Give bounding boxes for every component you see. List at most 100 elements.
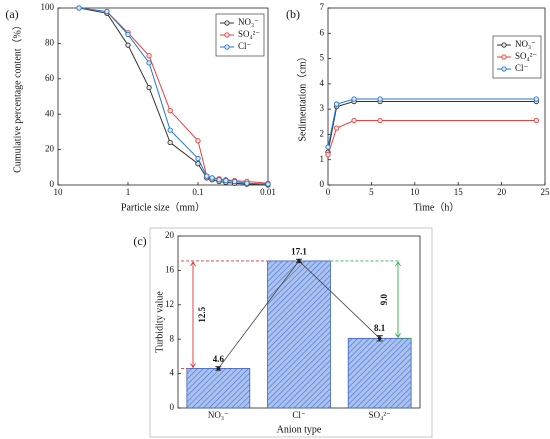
y-axis-label: Cumulative percentage content（%）	[11, 20, 23, 173]
x-tick-label: SO₄²⁻	[369, 410, 391, 420]
legend-label: SO₄²⁻	[238, 29, 260, 39]
x-tick-label: 15	[454, 187, 464, 197]
marker	[334, 101, 340, 107]
marker	[231, 178, 238, 185]
y-tick-label: 12	[165, 299, 174, 309]
x-tick-label: 20	[497, 187, 507, 197]
marker	[146, 53, 152, 59]
line	[327, 101, 537, 153]
marker	[223, 177, 229, 184]
legend-marker	[501, 54, 507, 60]
x-tick-label: 0.1	[192, 187, 203, 197]
marker	[195, 138, 201, 144]
bar	[347, 337, 412, 409]
legend-marker	[224, 32, 230, 38]
line	[327, 98, 537, 148]
y-tick-label: 3	[320, 103, 325, 113]
x-tick-label: 10	[54, 187, 64, 197]
y-tick-label: 100	[41, 2, 55, 12]
marker	[195, 155, 201, 162]
marker	[244, 180, 250, 186]
y-axis-label: Sedimentation（cm）	[296, 52, 308, 142]
legend-marker	[501, 66, 507, 72]
panel-label: (b)	[286, 7, 300, 21]
value-label: 8.1	[374, 323, 386, 333]
x-tick-label: 1	[126, 187, 131, 197]
x-tick-label: NO₃⁻	[208, 410, 229, 420]
marker	[209, 175, 215, 181]
legend-label: Cl⁻	[515, 63, 529, 73]
x-axis-label: Particle size（mm）	[121, 201, 205, 213]
marker	[377, 117, 383, 124]
point	[297, 259, 301, 263]
y-tick-label: 8	[170, 333, 175, 343]
legend-marker	[224, 44, 230, 50]
legend-label: Cl⁻	[238, 41, 252, 51]
y-tick-label: 40	[45, 108, 55, 118]
marker	[265, 181, 271, 187]
legend-marker	[501, 42, 507, 48]
marker	[104, 8, 110, 15]
point	[216, 366, 221, 371]
panel-label: (a)	[5, 7, 18, 21]
legend-label: SO₄²⁻	[515, 51, 537, 61]
x-tick-label: 0.01	[260, 187, 276, 197]
annotation: 12.5	[197, 306, 207, 322]
marker	[167, 108, 173, 114]
plot-frame	[57, 7, 269, 186]
marker	[125, 42, 131, 48]
x-axis-label: Anion type	[277, 424, 322, 435]
legend-marker	[224, 20, 230, 26]
legend-label: NO₃⁻	[515, 39, 536, 49]
marker	[167, 127, 173, 133]
y-tick-label: 4	[170, 368, 175, 378]
y-tick-label: 6	[320, 27, 325, 37]
y-tick-label: 5	[320, 53, 325, 63]
y-tick-label: 4	[320, 78, 325, 88]
marker	[351, 96, 357, 102]
x-tick-label: 25	[541, 187, 550, 197]
difference-arrow	[395, 261, 401, 339]
y-tick-label: 16	[165, 264, 175, 274]
y-tick-label: 60	[45, 73, 55, 83]
legend-label: NO₃⁻	[238, 17, 259, 27]
x-tick-label: 0	[326, 187, 331, 197]
x-tick-label: 5	[369, 187, 374, 197]
marker	[351, 117, 357, 124]
x-tick-label: 10	[410, 187, 420, 197]
marker	[533, 117, 539, 124]
marker	[76, 5, 82, 11]
panel-frame	[149, 227, 433, 438]
marker	[377, 96, 383, 102]
x-axis-label: Time（h）	[414, 201, 460, 213]
y-tick-label: 2	[320, 128, 325, 138]
y-tick-label: 20	[45, 144, 55, 154]
x-tick-label: Cl⁻	[292, 410, 306, 420]
point	[377, 336, 382, 341]
y-axis-label: Turbidity value	[154, 291, 165, 353]
y-tick-label: 0	[170, 402, 175, 412]
marker	[325, 152, 331, 158]
y-tick-label: 1	[320, 154, 325, 164]
marker	[146, 60, 152, 66]
annotation: 9.0	[379, 294, 389, 306]
line	[327, 120, 537, 155]
y-tick-label: 0	[50, 179, 55, 189]
y-tick-label: 0	[320, 179, 325, 189]
marker	[204, 173, 210, 179]
y-tick-label: 7	[320, 2, 325, 12]
marker	[167, 139, 173, 146]
panel-label: (c)	[133, 234, 146, 248]
value-label: 4.6	[213, 354, 225, 364]
y-tick-label: 80	[45, 37, 55, 47]
marker	[325, 144, 331, 150]
bar	[186, 368, 251, 409]
y-tick-label: 20	[165, 230, 175, 240]
marker	[334, 125, 340, 131]
bar	[267, 260, 331, 409]
marker	[216, 177, 222, 183]
marker	[146, 85, 152, 91]
difference-arrow	[190, 261, 196, 369]
